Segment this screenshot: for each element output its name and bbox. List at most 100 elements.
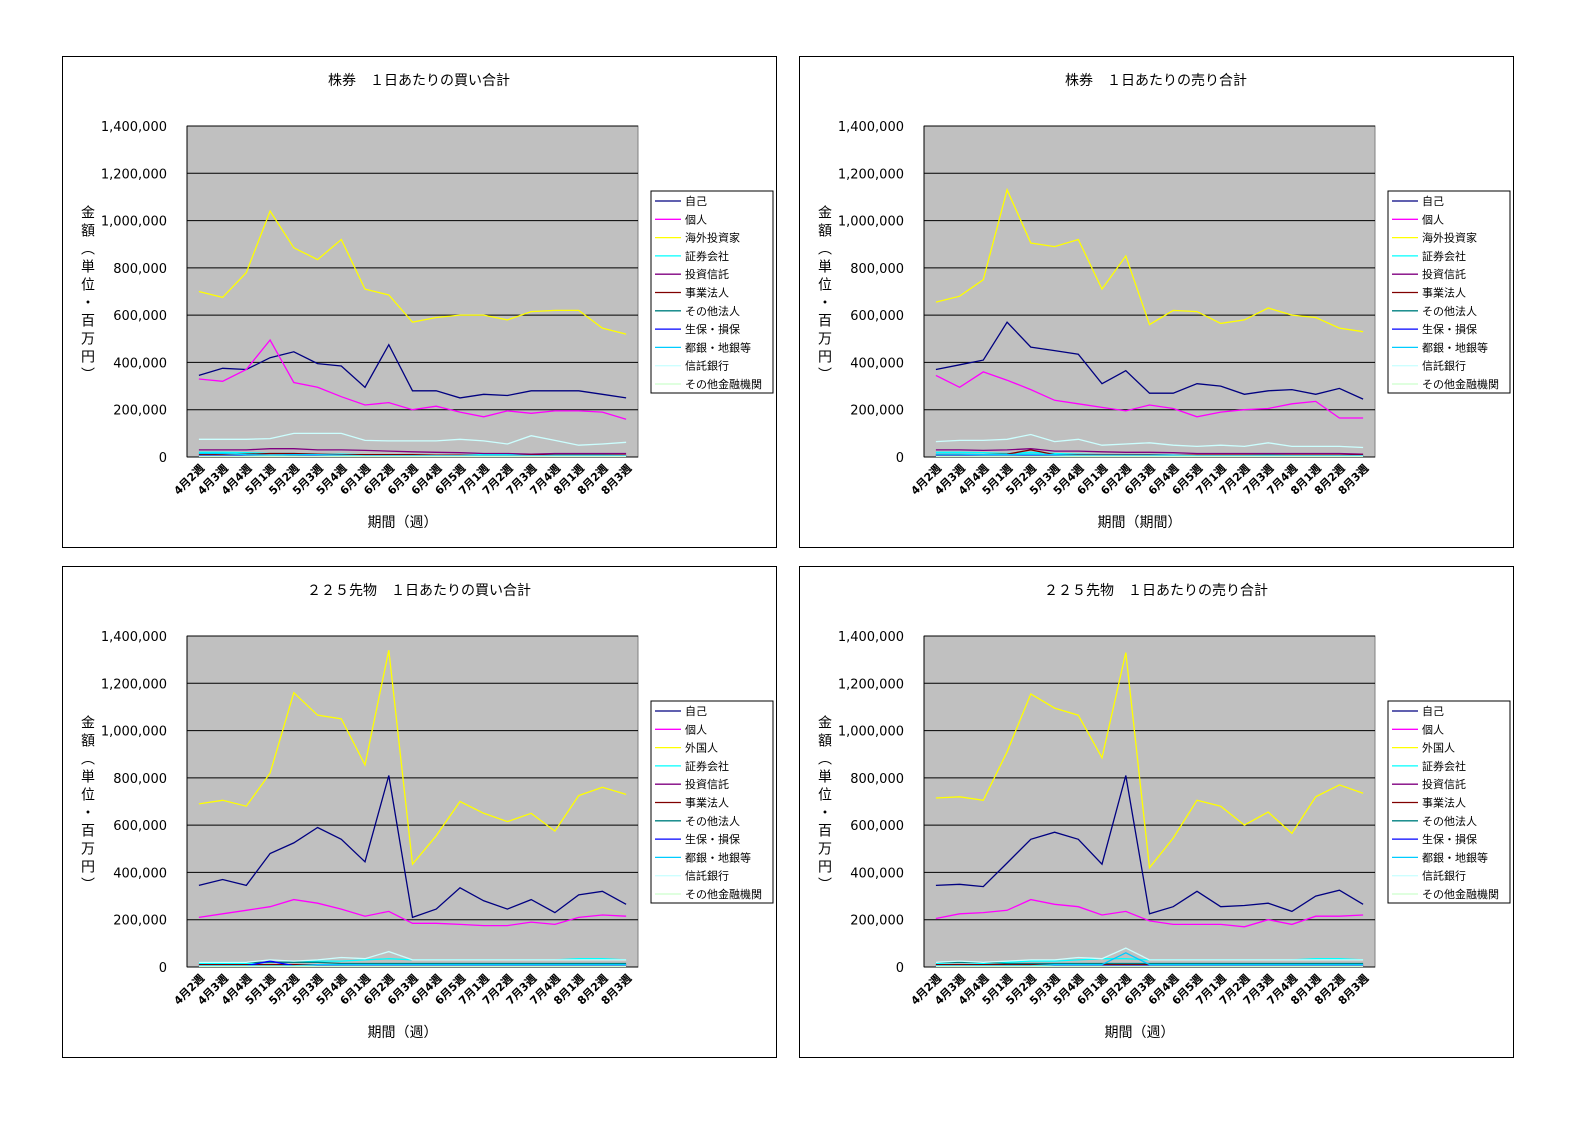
y-tick-label: 0 <box>896 451 904 466</box>
legend-label: 証券会社 <box>685 759 729 773</box>
chart-svg: ２２５先物 １日あたりの買い合計 0 200,000 400,000 600,000 80… <box>79 583 774 1041</box>
legend-label: 都銀・地銀等 <box>1422 340 1488 354</box>
legend-label: 投資信託 <box>685 267 729 281</box>
series-line-信託銀行 <box>198 432 627 446</box>
chart-svg: ２２５先物 １日あたりの売り合計 0 200,000 400,000 600,000 80… <box>816 583 1511 1041</box>
y-tick-label: 800,000 <box>850 772 904 787</box>
series-line-個人 <box>198 338 627 420</box>
y-tick-label: 200,000 <box>113 404 167 419</box>
legend-label: 自己 <box>685 195 707 208</box>
legend-label: 都銀・地銀等 <box>1422 850 1488 864</box>
y-tick-label: 1,400,000 <box>101 630 167 645</box>
legend-label: 自己 <box>1422 195 1444 208</box>
y-tick-label: 600,000 <box>850 309 904 324</box>
y-axis-title: 金額（単位・百万円） <box>79 715 95 895</box>
y-tick-label: 1,400,000 <box>101 120 167 135</box>
chart-title: ２２５先物 １日あたりの買い合計 <box>307 583 531 599</box>
y-tick-label: 1,000,000 <box>101 725 167 740</box>
y-tick-label: 400,000 <box>850 866 904 881</box>
legend-label: 都銀・地銀等 <box>685 340 751 354</box>
legend-label: 信託銀行 <box>685 359 729 373</box>
legend-label: 生保・損保 <box>1422 832 1477 846</box>
x-axis-title: 期間（週） <box>1105 1025 1175 1041</box>
y-tick-label: 1,200,000 <box>101 677 167 692</box>
y-axis-title: 金額（単位・百万円） <box>816 715 832 895</box>
y-tick-label: 200,000 <box>850 404 904 419</box>
chart-stock-buy: 株券 １日あたりの買い合計 0 200,000 400,000 600,000 800,0… <box>62 56 777 548</box>
series-line-外国人 <box>935 652 1364 870</box>
y-tick-label: 1,200,000 <box>838 677 904 692</box>
legend-label: 事業法人 <box>685 286 729 300</box>
legend-label: 自己 <box>1422 705 1444 718</box>
legend-label: 事業法人 <box>685 796 729 810</box>
series-line-海外投資家 <box>935 187 1364 333</box>
x-axis-title: 期間（週） <box>368 1025 438 1041</box>
legend-label: その他法人 <box>685 814 740 828</box>
legend-label: 証券会社 <box>1422 249 1466 263</box>
legend-label: その他法人 <box>1422 814 1477 828</box>
legend-label: 自己 <box>685 705 707 718</box>
chart-title: 株券 １日あたりの売り合計 <box>1065 73 1247 89</box>
legend-label: 事業法人 <box>1422 796 1466 810</box>
chart-svg: 株券 １日あたりの売り合計 0 200,000 400,000 600,000 800,0… <box>816 73 1511 531</box>
legend-label: その他法人 <box>685 304 740 318</box>
legend-label: その他金融機関 <box>685 887 762 901</box>
series-line-信託銀行 <box>935 433 1364 449</box>
chart-svg: 株券 １日あたりの買い合計 0 200,000 400,000 600,000 800,0… <box>79 73 774 531</box>
legend-label: 外国人 <box>1422 742 1455 755</box>
legend-label: 個人 <box>1422 723 1444 736</box>
y-tick-label: 1,200,000 <box>838 167 904 182</box>
y-tick-label: 600,000 <box>113 309 167 324</box>
legend-label: その他金融機関 <box>1422 887 1499 901</box>
y-tick-label: 0 <box>159 961 167 976</box>
y-tick-label: 1,200,000 <box>101 167 167 182</box>
legend-label: 事業法人 <box>1422 286 1466 300</box>
legend-label: 生保・損保 <box>685 832 740 846</box>
plot-area <box>923 125 1376 458</box>
y-tick-label: 200,000 <box>113 914 167 929</box>
chart-futures-buy: ２２５先物 １日あたりの買い合計 0 200,000 400,000 600,000 80… <box>62 566 777 1058</box>
x-axis-title: 期間（週） <box>368 515 438 531</box>
legend-label: 信託銀行 <box>1422 359 1466 373</box>
y-tick-label: 1,400,000 <box>838 120 904 135</box>
series-line-事業法人 <box>198 452 627 457</box>
y-tick-label: 1,000,000 <box>838 215 904 230</box>
y-tick-label: 800,000 <box>113 772 167 787</box>
series-line-その他法人 <box>935 961 1364 965</box>
series-line-外国人 <box>198 650 627 866</box>
legend-label: その他法人 <box>1422 304 1477 318</box>
y-tick-label: 1,400,000 <box>838 630 904 645</box>
legend-label: 都銀・地銀等 <box>685 850 751 864</box>
legend-label: 信託銀行 <box>1422 869 1466 883</box>
y-tick-label: 200,000 <box>850 914 904 929</box>
y-tick-label: 400,000 <box>113 866 167 881</box>
legend-label: 生保・損保 <box>1422 322 1477 336</box>
legend-label: 証券会社 <box>685 249 729 263</box>
x-axis-title: 期間（期間） <box>1098 515 1182 531</box>
y-axis-title: 金額（単位・百万円） <box>816 205 832 385</box>
legend-label: 信託銀行 <box>685 869 729 883</box>
y-tick-label: 1,000,000 <box>101 215 167 230</box>
legend-label: 個人 <box>685 723 707 736</box>
plot-area <box>186 635 639 968</box>
series-line-個人 <box>198 898 627 927</box>
chart-stock-sell: 株券 １日あたりの売り合計 0 200,000 400,000 600,000 800,0… <box>799 56 1514 548</box>
series-line-個人 <box>935 371 1364 419</box>
y-tick-label: 0 <box>896 961 904 976</box>
y-tick-label: 1,000,000 <box>838 725 904 740</box>
legend-label: 投資信託 <box>1422 267 1466 281</box>
legend-label: 個人 <box>1422 213 1444 226</box>
series-line-投資信託 <box>198 448 627 455</box>
legend-label: 海外投資家 <box>685 231 740 245</box>
series-line-自己 <box>198 775 627 919</box>
y-tick-label: 0 <box>159 451 167 466</box>
series-line-自己 <box>935 321 1364 400</box>
y-axis-title: 金額（単位・百万円） <box>79 205 95 385</box>
series-line-信託銀行 <box>198 950 627 963</box>
series-line-自己 <box>935 775 1364 915</box>
y-tick-label: 400,000 <box>113 356 167 371</box>
legend-label: 投資信託 <box>685 777 729 791</box>
legend-label: その他金融機関 <box>685 377 762 391</box>
y-tick-label: 800,000 <box>113 262 167 277</box>
plot-area <box>923 635 1376 968</box>
